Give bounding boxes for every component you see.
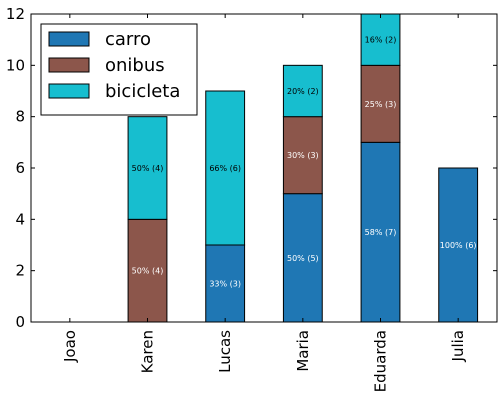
legend-label-carro: carro bbox=[105, 29, 151, 50]
bar-label-carro-eduarda: 58% (7) bbox=[365, 228, 397, 237]
y-tick-label: 6 bbox=[15, 159, 25, 177]
bar-label-onibus-maria: 30% (3) bbox=[287, 151, 319, 160]
bar-label-carro-lucas: 33% (3) bbox=[209, 280, 241, 289]
legend-swatch-onibus bbox=[48, 57, 90, 73]
bar-label-carro-julia: 100% (6) bbox=[440, 241, 477, 250]
bar-label-carro-maria: 50% (5) bbox=[287, 254, 319, 263]
y-tick-label: 8 bbox=[15, 108, 25, 126]
bar-label-bicicleta-maria: 20% (2) bbox=[287, 87, 319, 96]
bar-onibus-karen bbox=[127, 218, 168, 322]
bar-carro-julia bbox=[438, 167, 479, 322]
bar-label-bicicleta-eduarda: 16% (2) bbox=[365, 36, 397, 45]
x-tick-label-maria: Maria bbox=[294, 330, 312, 372]
y-tick-label: 2 bbox=[15, 262, 25, 280]
bar-bicicleta-eduarda bbox=[360, 14, 401, 66]
bar-onibus-maria bbox=[282, 116, 323, 195]
bar-label-onibus-eduarda: 25% (3) bbox=[365, 100, 397, 109]
x-tick-label-eduarda: Eduarda bbox=[372, 330, 390, 392]
legend-label-onibus: onibus bbox=[105, 55, 165, 76]
bar-label-onibus-karen: 50% (4) bbox=[132, 267, 164, 276]
bar-bicicleta-karen bbox=[127, 116, 168, 220]
bar-bicicleta-lucas bbox=[205, 90, 246, 246]
y-tick-label: 0 bbox=[15, 313, 25, 331]
x-tick-label-lucas: Lucas bbox=[216, 330, 234, 373]
y-tick-label: 4 bbox=[15, 210, 25, 228]
y-tick-label: 12 bbox=[6, 5, 25, 23]
legend-label-bicicleta: bicicleta bbox=[105, 81, 180, 102]
legend-swatch-carro bbox=[48, 31, 90, 47]
bar-label-bicicleta-karen: 50% (4) bbox=[132, 164, 164, 173]
bar-label-bicicleta-lucas: 66% (6) bbox=[209, 164, 241, 173]
bar-carro-maria bbox=[282, 193, 323, 322]
x-tick-label-joao: Joao bbox=[61, 330, 79, 363]
x-tick-label-karen: Karen bbox=[139, 330, 157, 373]
bar-onibus-eduarda bbox=[360, 64, 401, 143]
x-tick-label-julia: Julia bbox=[449, 330, 467, 362]
legend-swatch-bicicleta bbox=[48, 83, 90, 99]
y-tick-label: 10 bbox=[6, 56, 25, 74]
legend: carro onibus bicicleta bbox=[40, 23, 198, 116]
bar-bicicleta-maria bbox=[282, 64, 323, 118]
